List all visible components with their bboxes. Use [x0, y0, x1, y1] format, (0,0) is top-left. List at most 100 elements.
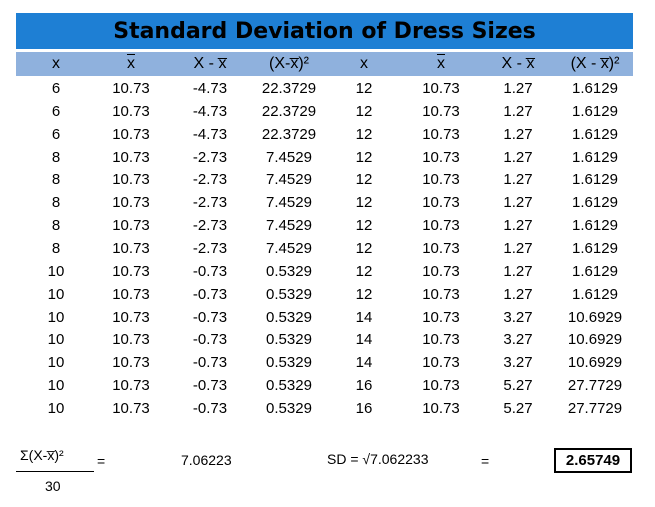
table-cell: 5.27: [503, 377, 533, 395]
table-cell: -0.73: [192, 308, 228, 326]
sd-result-box: 2.65749: [554, 448, 632, 473]
table-cell: 7.4529: [266, 171, 312, 189]
table-cell: 12: [355, 217, 373, 235]
table-cell: 10: [47, 399, 65, 417]
table-cell: 10.73: [422, 148, 460, 166]
table-cell: 10: [47, 331, 65, 349]
table-cell: 1.6129: [572, 80, 618, 97]
column-header: x: [360, 55, 368, 72]
table-cell: 10.73: [422, 331, 460, 349]
table-cell: 1.6129: [572, 217, 618, 235]
table-cell: 6: [51, 80, 61, 97]
table-cell: 10.73: [112, 354, 150, 372]
table-cell: 8: [51, 194, 61, 212]
table-cell: 16: [355, 377, 373, 395]
table-cell: -2.73: [192, 217, 228, 235]
table-cell: 10.73: [112, 262, 150, 280]
table-cell: 1.6129: [572, 285, 618, 303]
table-cell: 1.27: [503, 125, 533, 143]
table-cell: 10.73: [422, 171, 460, 189]
table-cell: 7.4529: [266, 239, 312, 257]
table-cell: 0.5329: [266, 262, 312, 280]
table-cell: 12: [355, 239, 373, 257]
table-cell: 10.6929: [567, 354, 623, 372]
table-cell: 10.73: [422, 125, 460, 143]
table-cell: 12: [355, 262, 373, 280]
table-cell: 1.27: [503, 239, 533, 257]
table-cell: 5.27: [503, 399, 533, 417]
sum-denominator: 30: [45, 478, 61, 494]
table-cell: 1.6129: [572, 102, 618, 120]
sum-numerator: Σ(X-x̅)²: [20, 447, 64, 463]
table-cell: -0.73: [192, 354, 228, 372]
table-cell: -4.73: [192, 125, 228, 143]
table-cell: 7.4529: [266, 148, 312, 166]
table-cell: 10.6929: [567, 331, 623, 349]
table-cell: -4.73: [192, 102, 228, 120]
table-cell: 6: [51, 125, 61, 143]
table-cell: -0.73: [192, 399, 228, 417]
equals-sign-1: =: [97, 453, 106, 469]
table-cell: 10.73: [112, 148, 150, 166]
table-cell: 14: [355, 331, 373, 349]
table-cell: 10: [47, 262, 65, 280]
table-cell: 10.73: [422, 262, 460, 280]
table-cell: 7.4529: [266, 217, 312, 235]
table-cell: 14: [355, 354, 373, 372]
table-cell: 10.73: [112, 331, 150, 349]
table-cell: 10.73: [112, 217, 150, 235]
table-cell: 1.6129: [572, 148, 618, 166]
table-cell: 12: [355, 194, 373, 212]
table-cell: 10.73: [422, 239, 460, 257]
table-cell: 10.73: [422, 102, 460, 120]
table-cell: 1.27: [503, 102, 533, 120]
table-cell: 1.6129: [572, 125, 618, 143]
table-cell: 1.6129: [572, 262, 618, 280]
table-cell: 14: [355, 308, 373, 326]
variance-value: 7.06223: [181, 452, 232, 468]
table-cell: 8: [51, 239, 61, 257]
table-cell: 10.73: [422, 80, 460, 97]
table-cell: 10.73: [112, 102, 150, 120]
table-cell: 0.5329: [266, 331, 312, 349]
table-cell: 12: [355, 285, 373, 303]
table-cell: 10.73: [422, 308, 460, 326]
table-cell: -2.73: [192, 171, 228, 189]
table-cell: 12: [355, 80, 373, 97]
table-cell: 0.5329: [266, 354, 312, 372]
header-row: x x X - x̅ (X-x̅)² x x X - x̅ (X - x̅)²: [16, 52, 633, 76]
table-cell: -2.73: [192, 194, 228, 212]
table-cell: -0.73: [192, 285, 228, 303]
table-cell: -0.73: [192, 377, 228, 395]
table-cell: 3.27: [503, 354, 533, 372]
table-cell: 8: [51, 148, 61, 166]
table-cell: 8: [51, 217, 61, 235]
table-cell: -4.73: [192, 80, 228, 97]
column-header: x: [127, 55, 135, 72]
table-cell: 27.7729: [567, 377, 623, 395]
fraction-line: [16, 471, 94, 472]
column-header: X - x̅: [501, 55, 535, 72]
table-cell: 0.5329: [266, 377, 312, 395]
table-cell: 1.27: [503, 148, 533, 166]
table-cell: 1.27: [503, 285, 533, 303]
table-cell: 27.7729: [567, 399, 623, 417]
table-cell: 1.27: [503, 217, 533, 235]
table-title-bar: Standard Deviation of Dress Sizes: [16, 13, 633, 49]
table-cell: 0.5329: [266, 308, 312, 326]
table-cell: 22.3729: [261, 80, 317, 97]
table-cell: 12: [355, 102, 373, 120]
table-cell: 1.27: [503, 80, 533, 97]
table-cell: 10: [47, 308, 65, 326]
table-cell: 12: [355, 171, 373, 189]
table-cell: 22.3729: [261, 102, 317, 120]
table-cell: 16: [355, 399, 373, 417]
table-cell: 10.6929: [567, 308, 623, 326]
table-title: Standard Deviation of Dress Sizes: [113, 18, 536, 44]
table-cell: 10.73: [422, 285, 460, 303]
table-cell: 0.5329: [266, 285, 312, 303]
table-cell: 10.73: [112, 125, 150, 143]
column-header: (X - x̅)²: [570, 55, 620, 72]
table-cell: -0.73: [192, 262, 228, 280]
table-cell: 6: [51, 102, 61, 120]
